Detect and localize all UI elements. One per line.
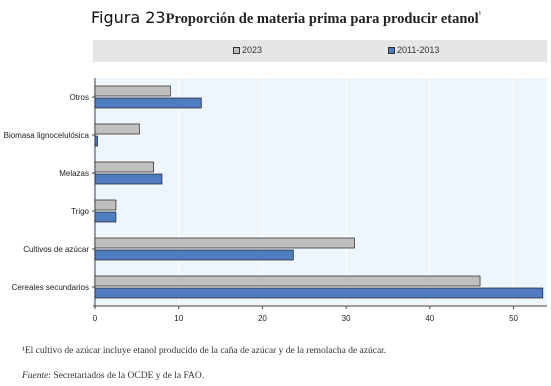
category-label: Trigo [71,207,89,216]
bar [94,199,117,211]
bar [94,97,202,109]
category-label: Biomasa lignocelulósica [4,131,90,140]
figure-label: Figura 23 [91,8,166,27]
legend-item-2011-2013: 2011-2013 [388,45,439,55]
bar [94,123,140,135]
bar [94,85,171,97]
bar [94,275,481,287]
x-tick-label: 20 [258,314,267,323]
x-tick-label: 10 [174,314,183,323]
x-tick-label: 40 [425,314,434,323]
legend-swatch-2011-2013 [388,46,395,54]
bar [94,135,98,147]
title-text: Proporción de materia prima para produci… [165,11,479,27]
bar [94,211,117,223]
legend-label-2011-2013: 2011-2013 [397,45,440,55]
bar [94,173,163,185]
x-tick-label: 0 [93,314,98,323]
x-tick-label: 50 [509,314,518,323]
footnote-source: Fuente: Secretariados de la OCDE y de la… [22,371,204,381]
footnote-note: ¹El cultivo de azúcar incluye etanol pro… [22,346,387,356]
bar [94,249,294,261]
source-label: Fuente [22,371,49,381]
legend-item-2023: 2023 [233,45,262,55]
source-text: : Secretariados de la OCDE y de la FAO. [48,371,205,381]
legend-label-2023: 2023 [242,45,263,55]
title-footnote-marker: ¹ [478,9,482,19]
category-label: Melazas [59,169,89,178]
x-tick-label: 30 [342,314,351,323]
legend: 2023 2011-2013 [93,40,547,62]
category-label: Cereales secundarios [12,283,89,292]
plot-area [93,78,547,306]
chart-title: Figura 23Proporción de materia prima par… [91,8,531,28]
bar [94,237,355,249]
bar [94,161,154,173]
category-label: Cultivos de azúcar [23,245,89,254]
category-label: Otros [69,93,89,102]
legend-swatch-2023 [233,46,240,54]
bar [94,287,544,299]
